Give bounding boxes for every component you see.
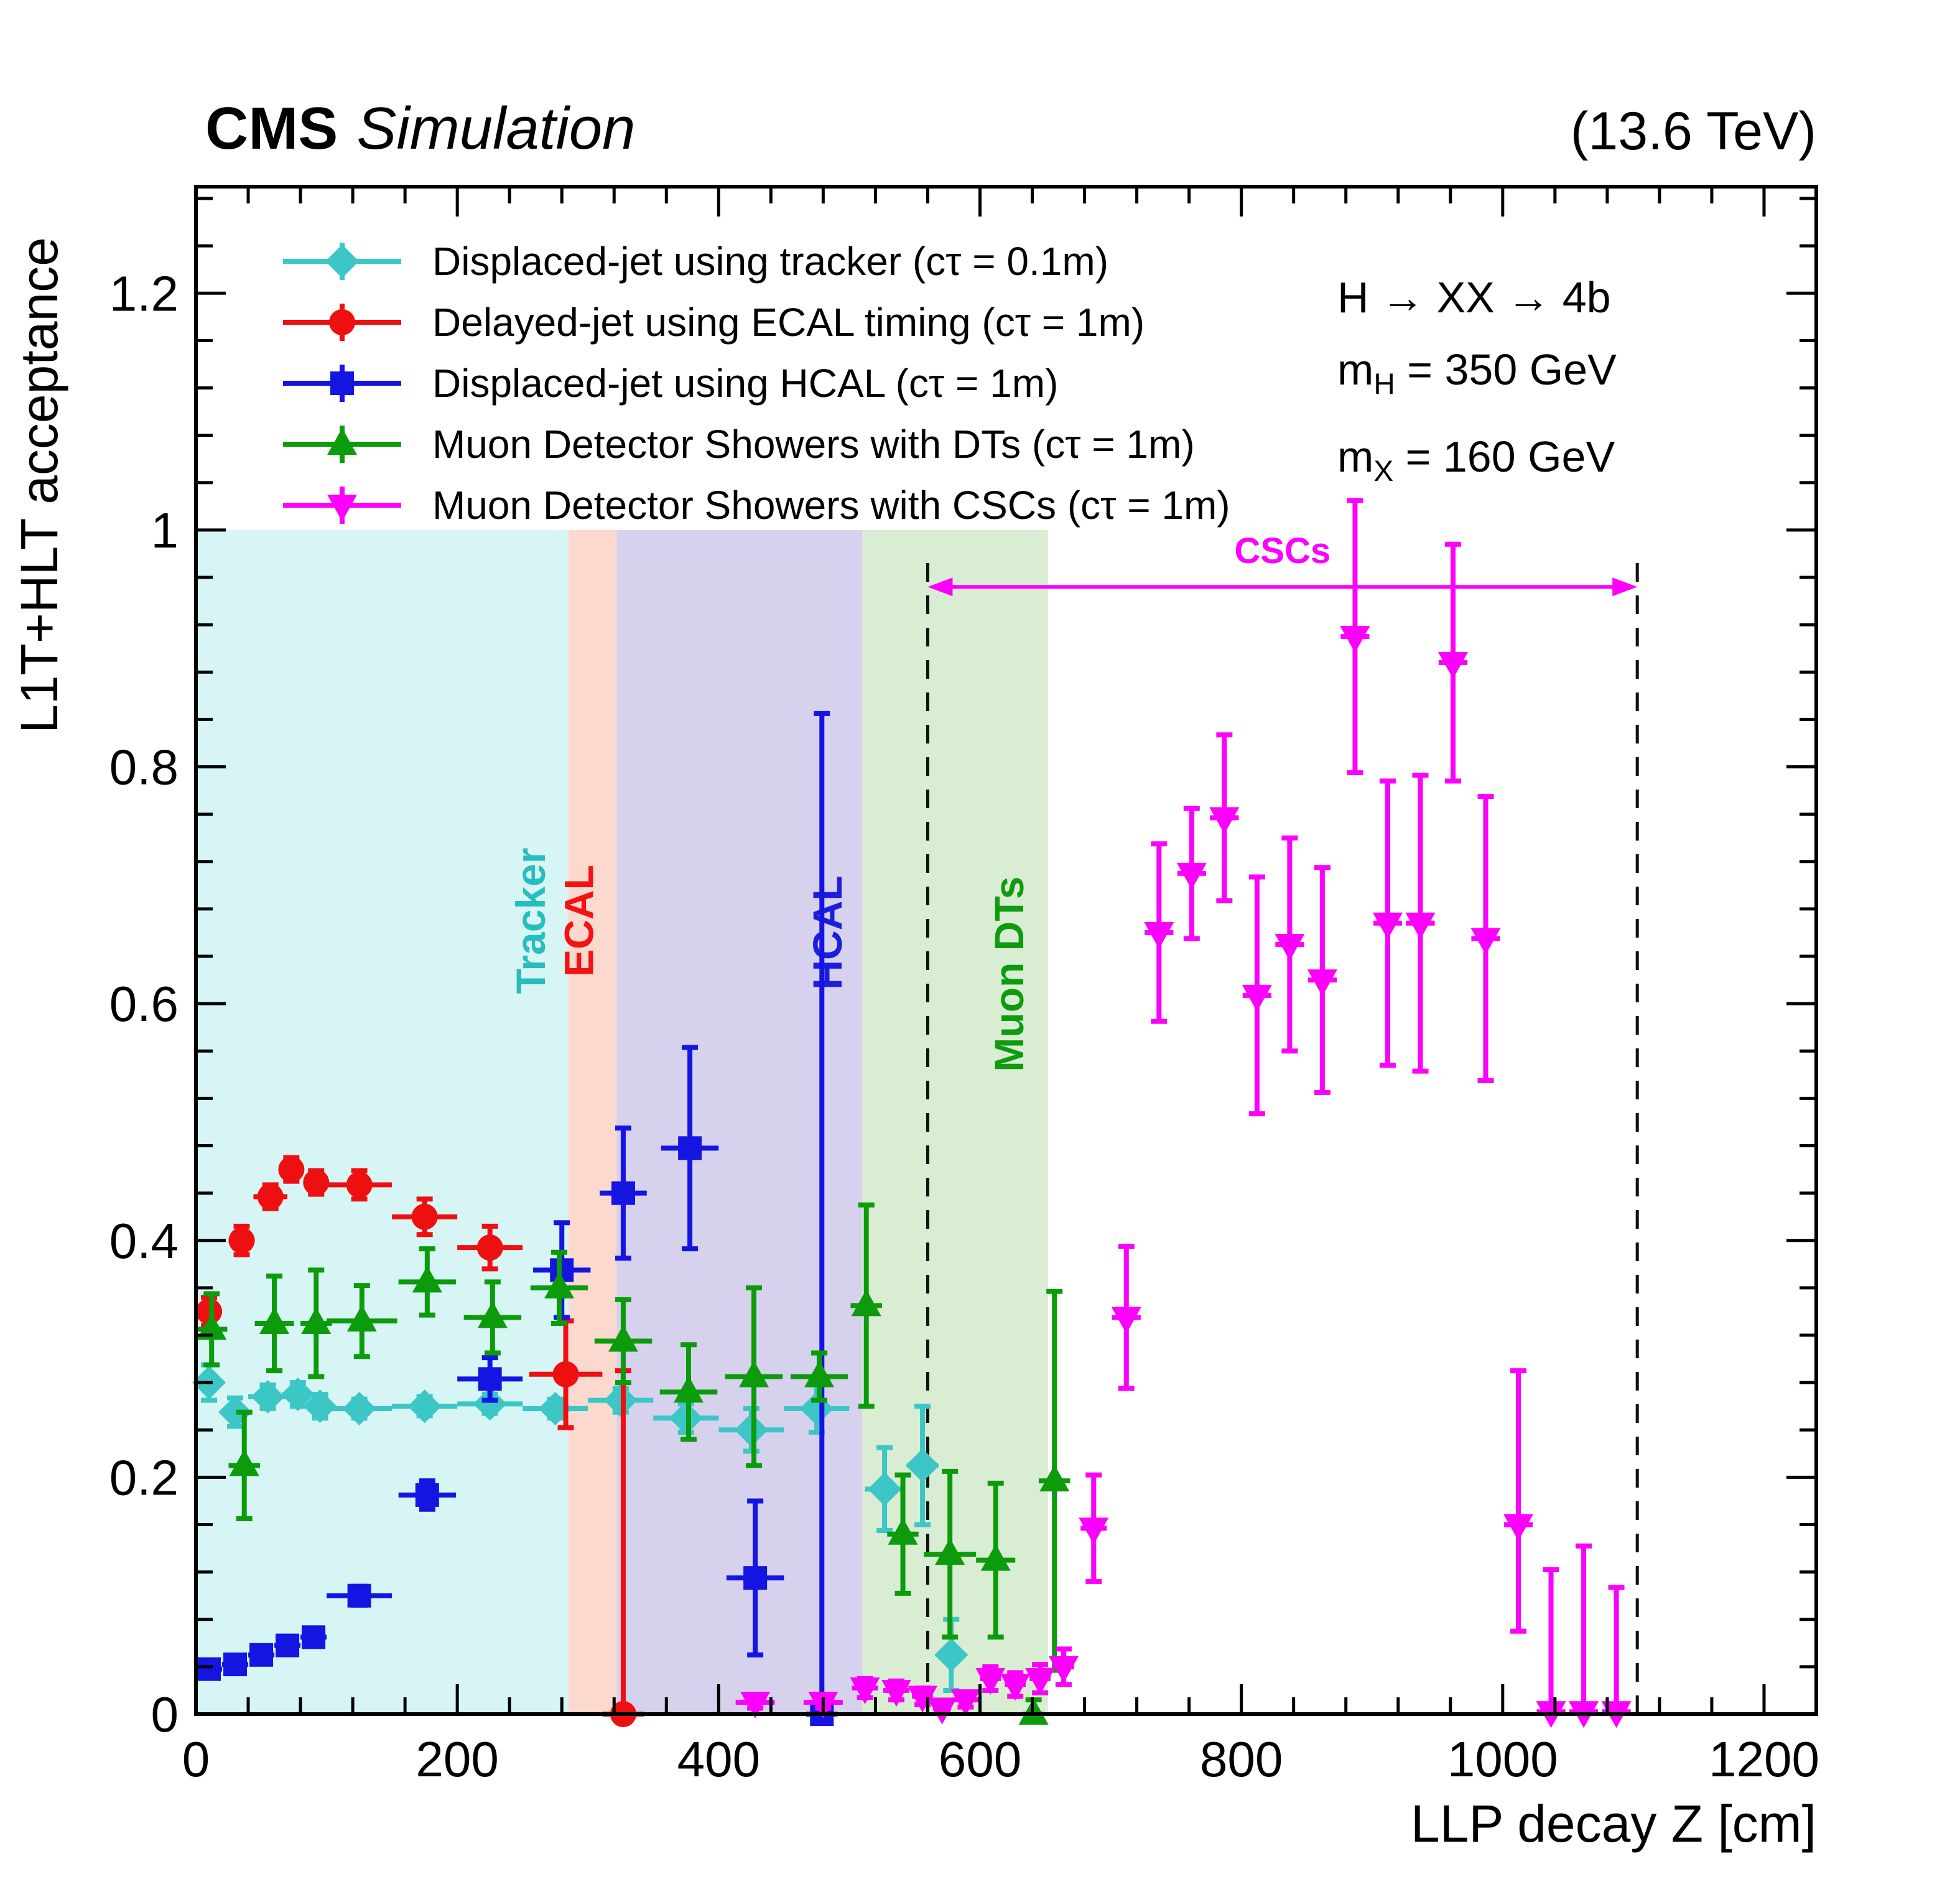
y-tick-label: 0.6 — [109, 976, 179, 1032]
series-tracker — [192, 1362, 968, 1693]
y-tick-label: 1.2 — [109, 266, 179, 321]
y-tick-label: 0 — [151, 1687, 179, 1742]
legend-entry-muon-csc: Muon Detector Showers with CSCs (cτ = 1m… — [283, 483, 1230, 528]
y-tick-label: 0.8 — [109, 740, 179, 795]
x-tick-label: 0 — [182, 1732, 210, 1787]
region-ecal — [568, 529, 617, 1715]
legend-label: Muon Detector Showers with CSCs (cτ = 1m… — [432, 483, 1230, 528]
y-tick-label: 0.2 — [109, 1450, 179, 1505]
region-muon-dts — [862, 529, 1048, 1715]
region-hcal — [616, 529, 863, 1715]
axes: 0 200 400 600 800 1000 1200 0 0.2 0.4 0.6 0.8 1 1.2 LL… — [10, 185, 1819, 1853]
legend: Displaced-jet using tracker (cτ = 0.1m) D… — [283, 239, 1230, 528]
legend-entry-ecal-timing: Delayed-jet using ECAL timing (cτ = 1m) — [283, 300, 1145, 345]
mx-label: mX = 160 GeV — [1337, 432, 1615, 488]
region-label-muon-dts: Muon DTs — [986, 877, 1032, 1072]
simulation-label: Simulation — [356, 95, 636, 162]
x-tick-label: 1000 — [1447, 1732, 1558, 1787]
region-tracker — [196, 529, 569, 1715]
csc-span-label: CSCs — [1234, 531, 1331, 571]
arrow-left-icon — [927, 577, 953, 597]
legend-entry-tracker: Displaced-jet using tracker (cτ = 0.1m) — [283, 239, 1108, 284]
csc-span-arrow: CSCs — [927, 531, 1638, 597]
legend-entry-hcal: Displaced-jet using HCAL (cτ = 1m) — [283, 361, 1058, 406]
process-label: H → XX → 4b — [1337, 273, 1611, 322]
region-label-ecal: ECAL — [556, 865, 602, 977]
energy-label: (13.6 TeV) — [1570, 101, 1816, 161]
series-ecal-timing — [196, 1155, 644, 1727]
cms-label: CMS — [205, 95, 338, 162]
x-axis-title: LLP decay Z [cm] — [1411, 1794, 1816, 1853]
y-tick-label: 1 — [151, 503, 179, 558]
series-muon-csc — [735, 498, 1632, 1728]
legend-label: Delayed-jet using ECAL timing (cτ = 1m) — [432, 300, 1145, 345]
plot-header: CMS Simulation — [205, 95, 636, 163]
region-label-hcal: HCAL — [804, 875, 850, 989]
series-hcal — [196, 711, 838, 1726]
physics-annotation: H → XX → 4b mH = 350 GeV mX = 160 GeV — [1337, 261, 1617, 508]
legend-label: Displaced-jet using tracker (cτ = 0.1m) — [432, 239, 1108, 284]
x-tick-label: 1200 — [1709, 1732, 1819, 1787]
x-tick-label: 800 — [1200, 1732, 1283, 1787]
y-tick-label: 0.4 — [109, 1213, 179, 1269]
legend-label: Muon Detector Showers with DTs (cτ = 1m) — [432, 422, 1195, 467]
legend-entry-muon-dt: Muon Detector Showers with DTs (cτ = 1m) — [283, 422, 1195, 467]
x-tick-label: 600 — [939, 1732, 1021, 1787]
mh-label: mH = 350 GeV — [1337, 345, 1617, 401]
x-tick-label: 200 — [416, 1732, 498, 1787]
y-axis-title: L1T+HLT acceptance — [10, 237, 68, 734]
legend-label: Displaced-jet using HCAL (cτ = 1m) — [432, 361, 1058, 406]
x-tick-label: 400 — [677, 1732, 760, 1787]
region-label-tracker: Tracker — [508, 847, 554, 994]
arrow-right-icon — [1612, 577, 1638, 597]
